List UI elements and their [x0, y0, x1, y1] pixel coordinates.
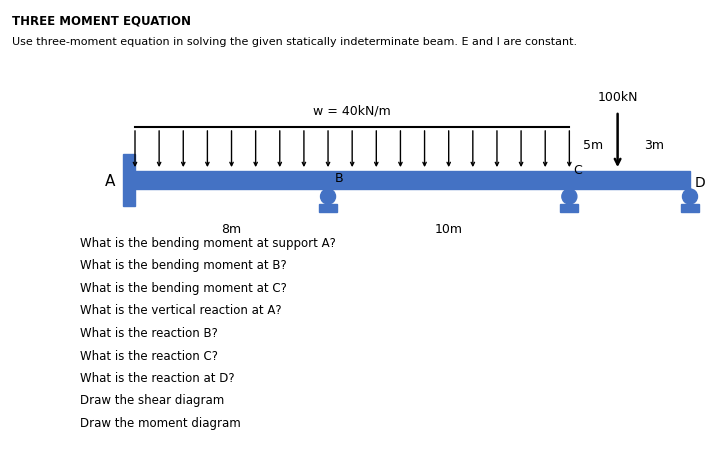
Ellipse shape: [321, 189, 335, 205]
Text: C: C: [573, 164, 582, 177]
Bar: [681, 205, 699, 212]
Bar: [319, 205, 337, 212]
Text: 5m: 5m: [584, 139, 604, 152]
Text: 10m: 10m: [434, 223, 463, 236]
Text: What is the vertical reaction at A?: What is the vertical reaction at A?: [80, 304, 282, 317]
Text: Draw the shear diagram: Draw the shear diagram: [80, 394, 224, 407]
Text: w = 40kN/m: w = 40kN/m: [313, 105, 391, 118]
Text: Draw the moment diagram: Draw the moment diagram: [80, 416, 241, 429]
Bar: [560, 205, 578, 212]
Text: 3m: 3m: [644, 139, 664, 152]
Text: D: D: [695, 175, 706, 189]
Text: What is the bending moment at support A?: What is the bending moment at support A?: [80, 236, 336, 249]
Text: 8m: 8m: [222, 223, 242, 236]
Text: B: B: [335, 172, 344, 185]
Text: What is the reaction at D?: What is the reaction at D?: [80, 371, 235, 384]
Text: 100kN: 100kN: [597, 91, 638, 104]
Text: Use three-moment equation in solving the given statically indeterminate beam. E : Use three-moment equation in solving the…: [12, 37, 577, 47]
Text: What is the reaction B?: What is the reaction B?: [80, 326, 218, 339]
Bar: [123, 155, 135, 207]
Ellipse shape: [683, 189, 697, 205]
Ellipse shape: [562, 189, 577, 205]
Bar: [135, 172, 690, 189]
Text: What is the reaction C?: What is the reaction C?: [80, 349, 218, 362]
Text: THREE MOMENT EQUATION: THREE MOMENT EQUATION: [12, 14, 191, 27]
Text: What is the bending moment at B?: What is the bending moment at B?: [80, 259, 287, 272]
Text: What is the bending moment at C?: What is the bending moment at C?: [80, 281, 287, 295]
Text: A: A: [105, 173, 115, 188]
